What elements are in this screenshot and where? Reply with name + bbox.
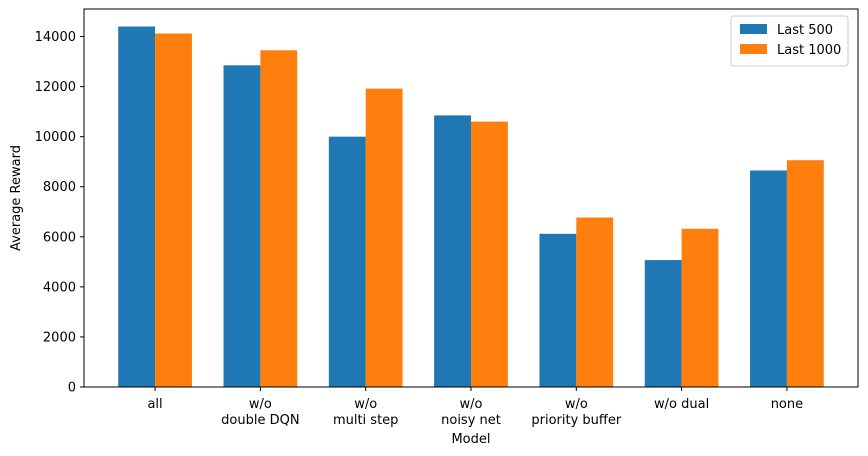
plot-frame xyxy=(83,8,859,388)
x-tick-label: noisy net xyxy=(441,413,501,428)
bar-last-1000-5 xyxy=(681,228,719,387)
legend-swatch-last-1000 xyxy=(740,44,767,54)
x-axis-title: Model xyxy=(451,432,490,447)
y-tick-label: 6000 xyxy=(43,230,76,245)
legend-label-last-1000: Last 1000 xyxy=(777,43,841,58)
x-tick-label: priority buffer xyxy=(531,413,621,428)
y-tick-label: 0 xyxy=(68,381,76,396)
y-tick-label: 12000 xyxy=(35,80,76,95)
bar-last-500-4 xyxy=(539,233,577,387)
y-axis-title: Average Reward xyxy=(9,145,24,251)
bar-last-1000-1 xyxy=(260,50,298,388)
x-tick-label: w/o xyxy=(460,397,483,412)
x-tick-label: all xyxy=(147,397,162,412)
legend: Last 500 Last 1000 xyxy=(730,15,849,67)
x-tick-label: double DQN xyxy=(221,413,299,428)
bar-last-500-2 xyxy=(328,136,366,387)
bar-last-500-3 xyxy=(434,115,471,387)
legend-label-last-500: Last 500 xyxy=(777,23,833,38)
x-tick-label: w/o xyxy=(354,397,377,412)
bar-last-500-5 xyxy=(644,260,682,387)
y-tick-label: 4000 xyxy=(43,280,76,295)
x-tick-label: w/o dual xyxy=(654,397,709,412)
bar-last-1000-4 xyxy=(576,217,614,387)
y-tick-label: 10000 xyxy=(35,130,76,145)
bar-last-500-6 xyxy=(750,170,787,387)
y-tick-label: 2000 xyxy=(43,330,76,345)
bar-last-1000-0 xyxy=(155,33,192,387)
y-tick-label: 14000 xyxy=(35,30,76,45)
y-axis: 0 2000 4000 6000 8000 10000 12000 14000 xyxy=(35,30,84,396)
bar-last-500-0 xyxy=(118,26,156,388)
x-tick-label: multi step xyxy=(333,413,398,428)
bar-last-1000-3 xyxy=(471,121,508,388)
x-tick-label: w/o xyxy=(249,397,272,412)
bar-last-1000-6 xyxy=(786,160,824,387)
bars-layer xyxy=(118,26,824,388)
bar-last-500-1 xyxy=(223,65,261,387)
legend-swatch-last-500 xyxy=(740,24,767,34)
y-tick-label: 8000 xyxy=(43,180,76,195)
x-tick-label: none xyxy=(771,397,803,412)
x-tick-label: w/o xyxy=(565,397,588,412)
bar-last-1000-2 xyxy=(365,88,403,388)
